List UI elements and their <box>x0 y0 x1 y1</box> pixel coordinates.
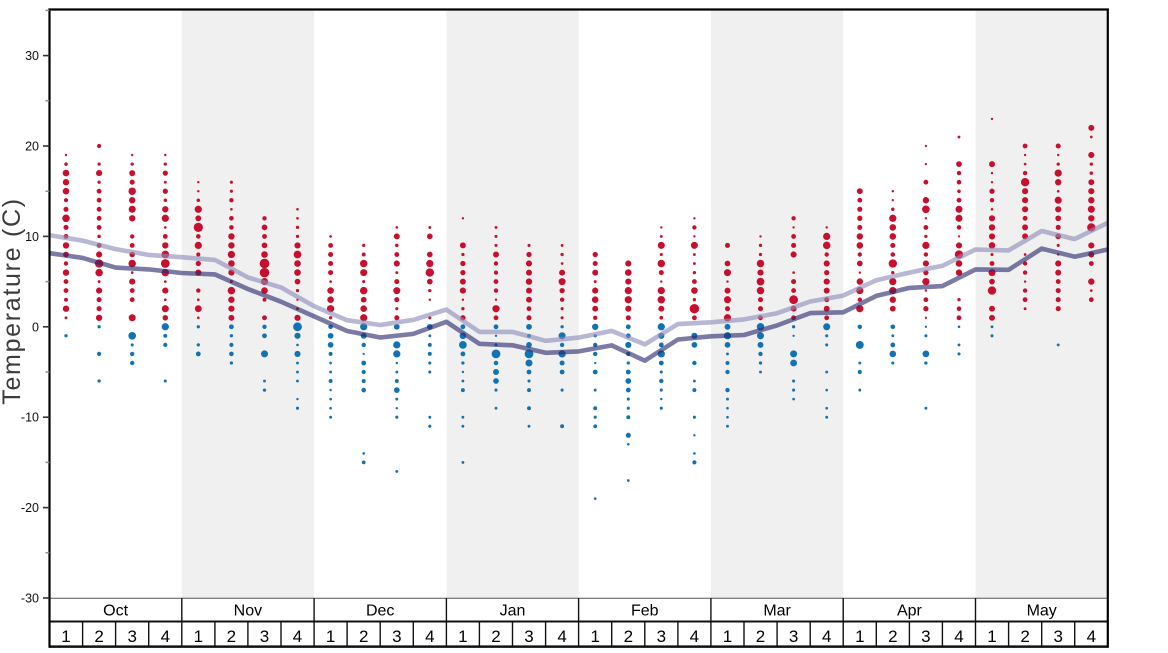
svg-text:2: 2 <box>359 627 368 646</box>
svg-text:2: 2 <box>491 627 500 646</box>
svg-text:1: 1 <box>326 627 335 646</box>
svg-text:4: 4 <box>822 627 831 646</box>
svg-text:Feb: Feb <box>631 603 659 620</box>
svg-text:20: 20 <box>25 140 39 154</box>
svg-text:1: 1 <box>194 627 203 646</box>
svg-text:2: 2 <box>888 627 897 646</box>
svg-text:1: 1 <box>987 627 996 646</box>
svg-text:Temperature (C): Temperature (C) <box>0 197 26 405</box>
svg-text:3: 3 <box>1053 627 1062 646</box>
svg-text:Mar: Mar <box>763 603 791 620</box>
svg-text:2: 2 <box>756 627 765 646</box>
svg-text:4: 4 <box>954 627 963 646</box>
svg-text:3: 3 <box>127 627 136 646</box>
svg-text:-20: -20 <box>21 501 39 515</box>
svg-text:3: 3 <box>789 627 798 646</box>
svg-text:2: 2 <box>624 627 633 646</box>
svg-text:2: 2 <box>1020 627 1029 646</box>
svg-text:1: 1 <box>458 627 467 646</box>
svg-text:1: 1 <box>723 627 732 646</box>
svg-text:Oct: Oct <box>103 603 128 620</box>
svg-text:4: 4 <box>557 627 566 646</box>
svg-text:4: 4 <box>1087 627 1096 646</box>
svg-text:4: 4 <box>690 627 699 646</box>
svg-text:30: 30 <box>25 49 39 63</box>
svg-text:3: 3 <box>260 627 269 646</box>
svg-text:Nov: Nov <box>234 603 262 620</box>
svg-text:1: 1 <box>61 627 70 646</box>
svg-text:4: 4 <box>161 627 170 646</box>
svg-text:2: 2 <box>227 627 236 646</box>
svg-text:3: 3 <box>657 627 666 646</box>
svg-text:1: 1 <box>590 627 599 646</box>
svg-text:-30: -30 <box>21 592 39 606</box>
svg-text:Dec: Dec <box>366 603 394 620</box>
svg-text:3: 3 <box>921 627 930 646</box>
svg-text:Jan: Jan <box>500 603 526 620</box>
svg-text:-10: -10 <box>21 411 39 425</box>
svg-text:3: 3 <box>524 627 533 646</box>
svg-text:4: 4 <box>293 627 302 646</box>
svg-text:2: 2 <box>94 627 103 646</box>
svg-text:0: 0 <box>32 320 39 334</box>
svg-text:May: May <box>1027 603 1057 620</box>
svg-text:3: 3 <box>392 627 401 646</box>
svg-text:Apr: Apr <box>897 603 923 620</box>
svg-text:10: 10 <box>25 230 39 244</box>
svg-text:1: 1 <box>855 627 864 646</box>
svg-text:4: 4 <box>425 627 434 646</box>
